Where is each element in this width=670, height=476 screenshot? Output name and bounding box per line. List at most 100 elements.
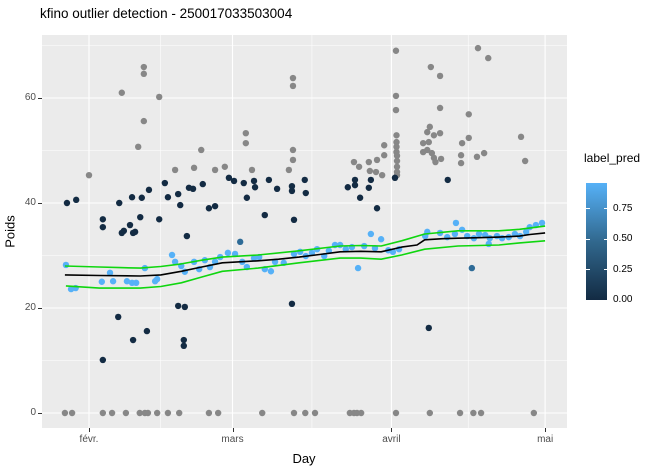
data-point-outlier_gray (198, 146, 205, 154)
data-point-outlier_gray (465, 111, 472, 118)
data-point-outlier_gray (419, 148, 427, 156)
data-point-label_pred_0.00_dark (250, 177, 258, 185)
legend-tick-mark (603, 208, 607, 210)
data-point-label_pred_0.00_dark (72, 196, 80, 204)
data-point-label_pred_0.00_dark (344, 184, 352, 191)
x-tick-mark (391, 428, 393, 432)
data-point-outlier_gray (393, 157, 401, 165)
data-point-label_pred_0.00_dark (174, 302, 182, 310)
x-tick-label: avril (382, 434, 401, 445)
data-point-outlier_gray (378, 171, 386, 179)
data-point-label_pred_0.00_dark (99, 356, 107, 364)
data-point-outlier_gray (392, 409, 400, 417)
data-point-outlier_gray (302, 409, 309, 417)
legend-tick-label: 0.50 (613, 233, 633, 245)
x-tick-label: févr. (79, 434, 99, 445)
data-point-outlier_gray (221, 163, 229, 170)
data-point-outlier_gray (285, 166, 293, 174)
data-point-outlier_gray (392, 92, 400, 100)
data-point-outlier_gray (372, 168, 380, 176)
data-point-label_pred_0.00_dark (351, 181, 359, 189)
legend-tick-mark (586, 299, 590, 301)
data-point-outlier_gray (140, 117, 148, 125)
data-point-outlier_gray (164, 409, 172, 417)
data-point-outlier_gray (289, 156, 297, 164)
data-point-outlier_gray (530, 409, 538, 417)
line-prediction (64, 232, 546, 277)
data-point-label_pred_0.00_dark (425, 324, 432, 332)
data-point-outlier_gray (424, 128, 431, 136)
data-point-label_pred_mid (236, 238, 244, 246)
data-point-outlier_gray (242, 139, 250, 147)
data-point-label_pred_high_light (250, 254, 258, 262)
data-point-label_pred_0.00_dark (126, 221, 134, 229)
data-point-label_pred_0.00_dark (288, 187, 296, 195)
data-point-outlier_gray (156, 93, 163, 101)
data-point-outlier_gray (122, 409, 130, 417)
data-point-label_pred_0.00_dark (129, 229, 137, 237)
data-point-label_pred_0.00_dark (189, 185, 197, 193)
data-point-outlier_gray (365, 158, 373, 166)
data-point-outlier_gray (517, 133, 525, 141)
data-point-label_pred_0.00_dark (138, 194, 145, 201)
data-point-outlier_gray (289, 146, 297, 154)
data-point-label_pred_0.00_dark (118, 229, 126, 237)
data-point-outlier_gray (85, 171, 93, 179)
data-point-label_pred_0.00_dark (273, 185, 281, 193)
data-point-outlier_gray (457, 159, 465, 167)
data-point-outlier_gray (427, 63, 435, 71)
data-point-outlier_gray (477, 409, 485, 417)
plot-panel (42, 35, 567, 428)
data-point-label_pred_0.00_dark (367, 176, 375, 184)
plot-area (42, 35, 567, 428)
data-point-outlier_gray (381, 152, 388, 159)
data-point-outlier_gray (190, 164, 198, 172)
data-point-label_pred_0.00_dark (177, 201, 184, 209)
data-point-outlier_gray (366, 167, 374, 175)
data-point-label_pred_0.00_dark (116, 199, 123, 207)
data-point-label_pred_high_light (481, 231, 489, 239)
data-point-outlier_gray (393, 138, 400, 146)
data-point-label_pred_0.00_dark (288, 300, 296, 307)
y-tick-mark (38, 203, 42, 204)
data-point-outlier_gray (290, 409, 298, 417)
data-point-outlier_gray (457, 152, 465, 159)
data-point-label_pred_0.00_dark (230, 177, 238, 185)
data-point-outlier_gray (426, 409, 434, 417)
data-point-label_pred_0.00_dark (129, 336, 137, 344)
data-point-label_pred_high_light (475, 230, 483, 238)
data-point-label_pred_high_light (452, 219, 460, 227)
data-point-label_pred_high_light (62, 261, 70, 269)
data-point-outlier_gray (61, 409, 69, 417)
data-point-outlier_gray (140, 70, 148, 78)
data-point-outlier_gray (473, 153, 481, 160)
data-point-outlier_gray (355, 163, 363, 170)
data-point-label_pred_high_light (498, 234, 506, 242)
x-tick-mark (232, 428, 234, 432)
data-point-outlier_gray (68, 409, 76, 417)
data-point-outlier_gray (242, 129, 250, 137)
data-point-label_pred_0.00_dark (137, 213, 144, 221)
data-point-label_pred_0.00_dark (183, 232, 191, 240)
data-point-label_pred_mid (468, 264, 476, 272)
data-point-outlier_gray (289, 74, 297, 82)
data-point-label_pred_0.00_dark (240, 179, 247, 187)
data-point-outlier_gray (135, 143, 142, 151)
data-point-label_pred_0.00_dark (174, 190, 182, 198)
x-tick-label: mai (537, 434, 554, 445)
data-point-outlier_gray (140, 63, 148, 71)
data-point-outlier_gray (393, 143, 400, 151)
y-tick-label: 20 (24, 302, 36, 313)
data-point-label_pred_0.00_dark (243, 194, 251, 201)
data-point-label_pred_high_light (267, 268, 275, 275)
data-point-outlier_gray (350, 158, 358, 166)
data-point-label_pred_high_light (485, 240, 492, 248)
legend-tick-mark (603, 299, 607, 301)
legend-tick-mark (603, 269, 607, 271)
data-point-label_pred_high_light (109, 278, 117, 285)
data-point-label_pred_high_light (296, 248, 304, 256)
data-point-label_pred_high_light (367, 230, 375, 238)
data-point-label_pred_0.00_dark (115, 313, 122, 321)
data-point-outlier_gray (437, 155, 445, 163)
